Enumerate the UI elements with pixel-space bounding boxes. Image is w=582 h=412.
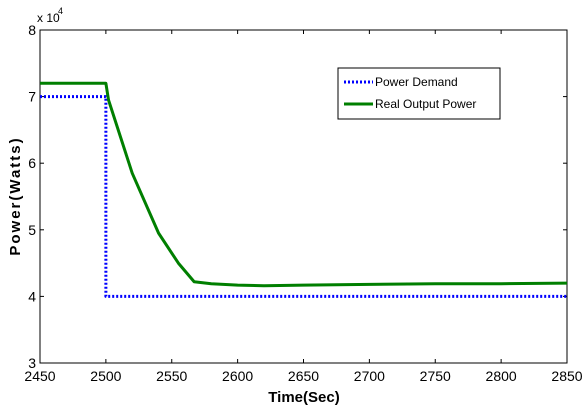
x-tick-label: 2700 [354, 368, 385, 384]
x-tick-label: 2650 [288, 368, 319, 384]
y-multiplier-exponent: 4 [58, 6, 63, 16]
y-multiplier: x 10 4 [37, 6, 63, 25]
y-tick-label: 4 [28, 288, 36, 304]
legend-box [337, 67, 501, 120]
y-tick-label: 7 [28, 89, 36, 105]
x-tick-label: 2750 [420, 368, 451, 384]
legend-label-power-demand: Power Demand [375, 75, 458, 89]
x-axis-title: Time(Sec) [268, 389, 339, 406]
axis-ticks: 2450 2500 2550 2600 2650 2700 2750 2800 2850 3 4 5 6… [24, 22, 582, 384]
x-tick-label: 2500 [90, 368, 121, 384]
y-axis-title: Power(Watts) [7, 136, 24, 255]
x-tick-label: 2600 [222, 368, 253, 384]
legend: Power Demand Real Output Power [337, 67, 501, 120]
y-tick-label: 5 [28, 222, 36, 238]
x-tick-label: 2550 [156, 368, 187, 384]
series-line-real-output-power [40, 81, 568, 288]
y-tick-label: 8 [28, 22, 36, 38]
y-tick-label: 3 [28, 355, 36, 371]
series-layer [40, 81, 568, 298]
legend-label-real-output-power: Real Output Power [375, 97, 476, 111]
series-line-power-demand [40, 95, 567, 298]
y-multiplier-base: x 10 [37, 11, 60, 25]
x-tick-label: 2800 [486, 368, 517, 384]
x-tick-label: 2850 [551, 368, 582, 384]
y-tick-label: 6 [28, 155, 36, 171]
x-tick-label: 2450 [24, 368, 55, 384]
